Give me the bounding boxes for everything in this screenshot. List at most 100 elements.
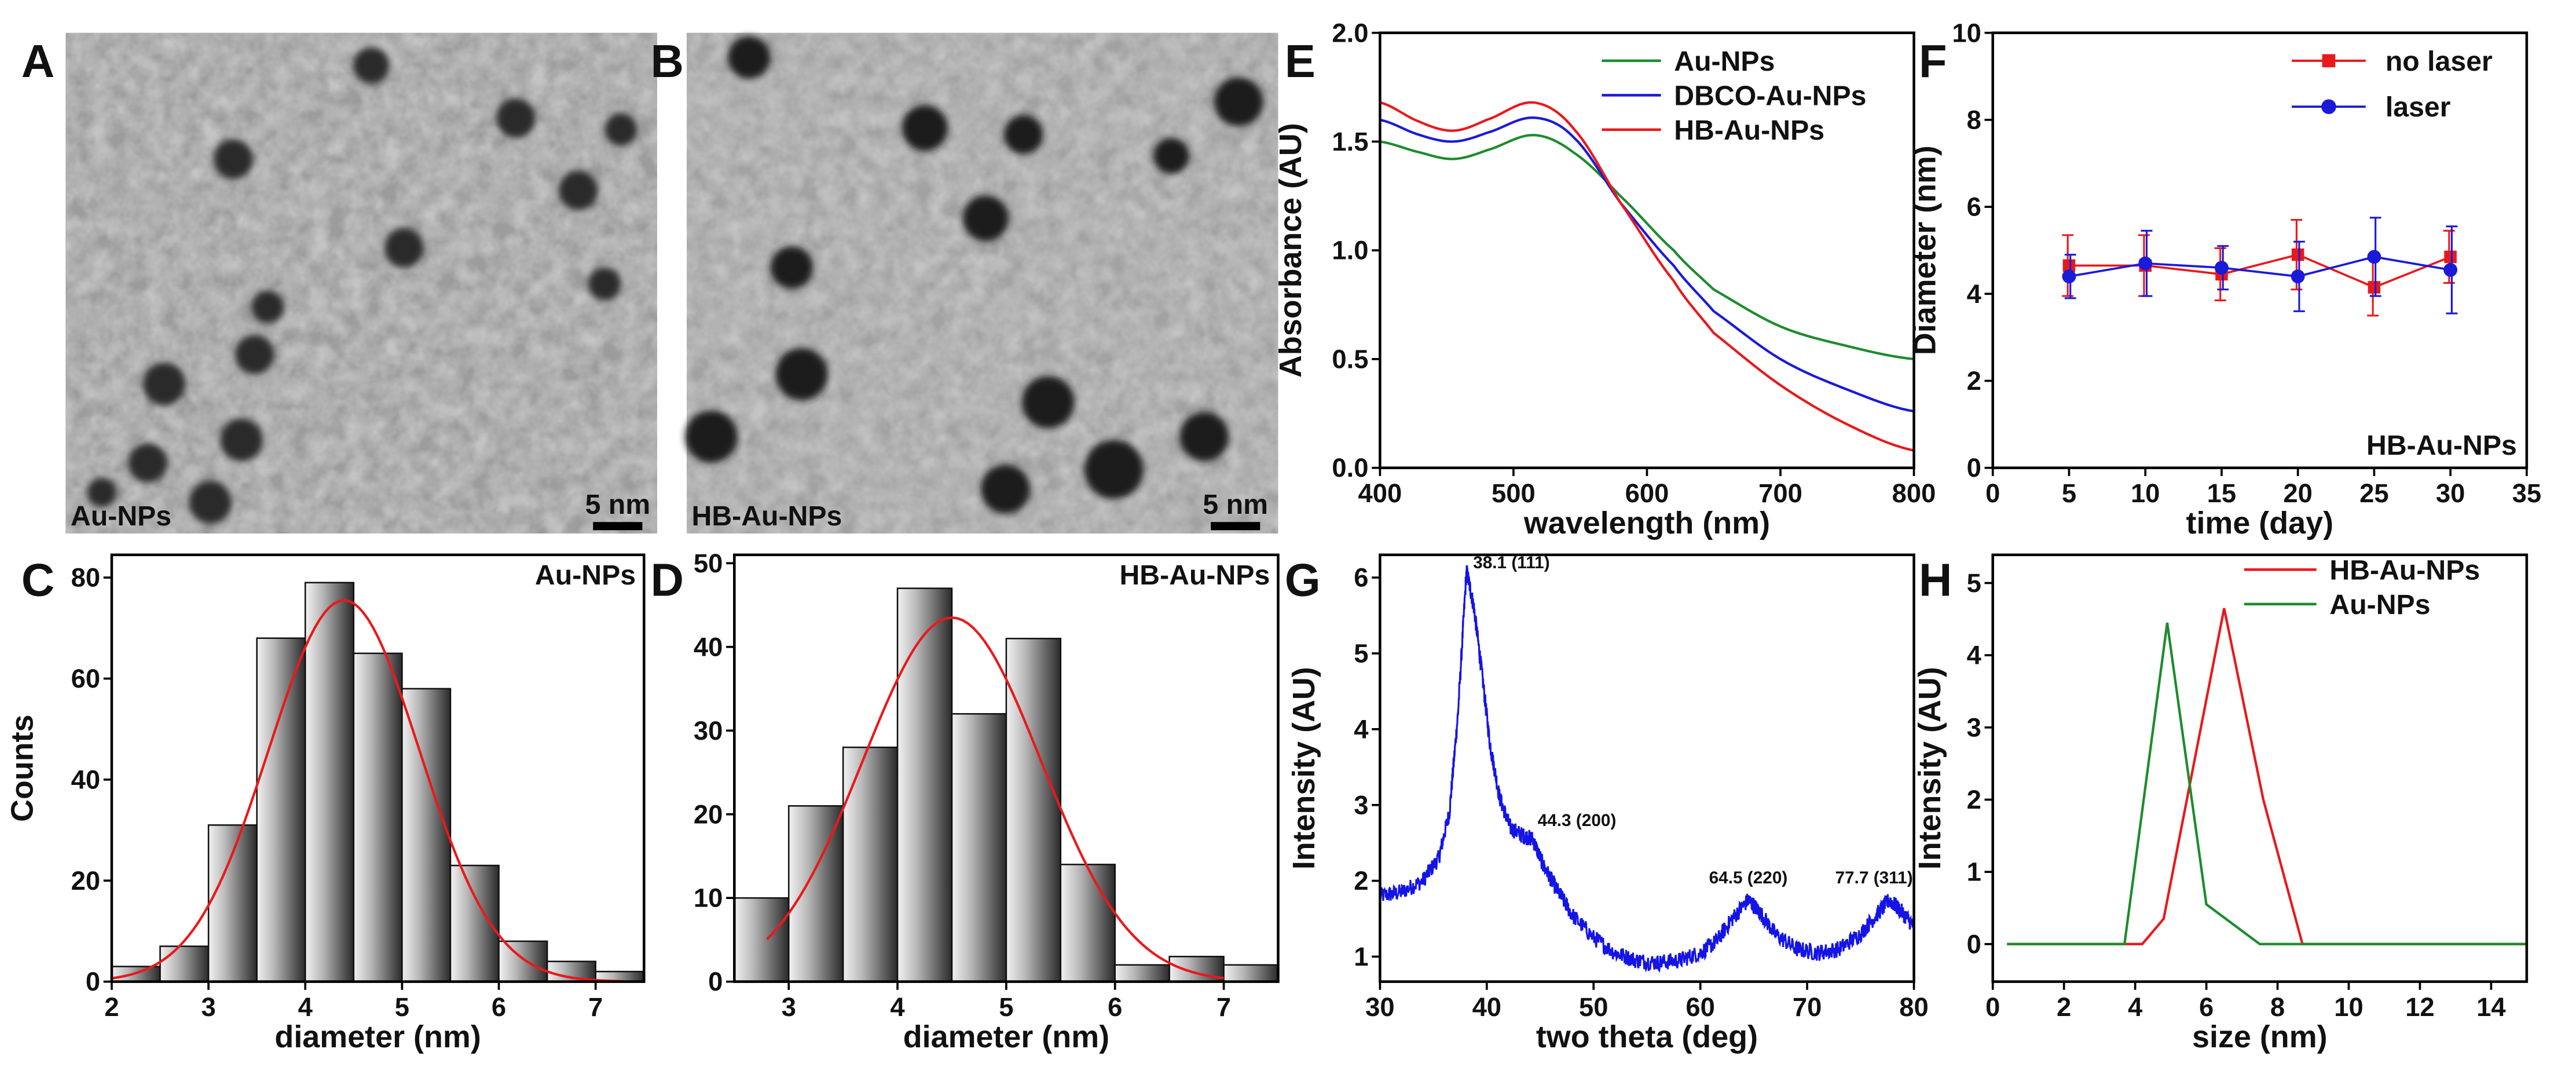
x-tick-label: 6 <box>492 992 506 1022</box>
nanoparticle <box>496 98 536 138</box>
x-tick-label: 600 <box>1625 478 1669 508</box>
y-tick-label: 20 <box>71 866 101 896</box>
series-line-hb-au-nps <box>1380 101 1914 452</box>
y-tick-label: 0 <box>1967 453 1981 483</box>
y-tick-label: 1.5 <box>1332 127 1368 156</box>
x-axis-label: two theta (deg) <box>1536 1020 1758 1054</box>
legend-label: DBCO-Au-NPs <box>1674 80 1866 111</box>
plot-frame <box>1379 553 1915 983</box>
x-axis-label: size (nm) <box>2192 1020 2328 1054</box>
x-tick-label: 0 <box>1985 992 2000 1022</box>
scale-bar-label-a: 5 nm <box>585 489 651 520</box>
histogram-bar <box>256 637 306 982</box>
x-tick-label: 14 <box>2476 992 2506 1022</box>
y-tick-label: 4 <box>1354 714 1368 744</box>
histogram-bar <box>353 652 403 982</box>
histogram-bar <box>734 897 790 982</box>
peak-annotation: 64.5 (220) <box>1709 868 1788 887</box>
nanoparticle <box>189 481 232 524</box>
y-tick-label: 0 <box>708 967 723 996</box>
nanoparticle <box>902 105 948 151</box>
data-point-square <box>2368 281 2381 294</box>
plot-frame <box>733 553 1280 983</box>
histogram-bar <box>896 587 953 982</box>
y-tick-label: 40 <box>694 632 723 662</box>
particles-a <box>87 47 637 524</box>
x-tick-label: 20 <box>2283 478 2313 508</box>
histogram-bar <box>304 582 355 982</box>
nanoparticle <box>588 267 621 301</box>
plot-frame <box>1991 553 2529 983</box>
y-tick-label: 1.0 <box>1332 236 1368 265</box>
tem-background-a <box>65 32 657 534</box>
y-tick-label: 10 <box>1952 18 1981 47</box>
y-tick-label: 3 <box>1354 790 1368 820</box>
nanoparticle <box>1084 440 1144 499</box>
panel-letter-c: C <box>21 554 54 606</box>
x-tick-label: 5 <box>395 992 409 1022</box>
x-tick-label: 60 <box>1685 992 1715 1022</box>
x-tick-label: 3 <box>201 992 215 1022</box>
y-tick-label: 5 <box>1967 568 1981 598</box>
y-tick-label: 3 <box>1967 712 1981 742</box>
y-tick-label: 2 <box>1967 366 1981 396</box>
tem-background-b <box>687 32 1278 534</box>
y-axis-label: Absorbance (AU) <box>1273 123 1308 378</box>
y-tick-label: 0 <box>86 967 100 996</box>
data-point-circle <box>2291 269 2305 284</box>
legend-marker-circle <box>2321 99 2336 114</box>
series-line-xrd <box>1380 565 1914 973</box>
tem-label-b: HB-Au-NPs <box>692 500 842 532</box>
nanoparticle <box>604 113 637 147</box>
nanoparticle <box>685 410 738 463</box>
histogram-bar <box>842 746 899 982</box>
x-axis-label: time (day) <box>2186 506 2334 540</box>
data-point-circle <box>2215 261 2229 275</box>
y-tick-label: 20 <box>694 799 723 829</box>
x-tick-label: 12 <box>2405 992 2435 1022</box>
peak-annotation: 44.3 (200) <box>1538 811 1617 830</box>
x-tick-label: 35 <box>2512 478 2542 508</box>
panel-letter-a: A <box>21 35 54 87</box>
x-tick-label: 15 <box>2207 478 2237 508</box>
panel-letter-h: H <box>1919 554 1952 606</box>
series-line-dbco-au-nps <box>1380 116 1914 413</box>
legend-label: Au-NPs <box>1674 46 1775 77</box>
plot-background <box>1992 554 2527 982</box>
y-tick-label: 4 <box>1967 279 1981 309</box>
y-axis-label: Intensity (AU) <box>1912 667 1947 869</box>
histogram-bar <box>1005 638 1062 982</box>
nanoparticle <box>980 464 1031 514</box>
legend-label: HB-Au-NPs <box>2329 554 2480 586</box>
x-tick-label: 700 <box>1758 478 1802 508</box>
data-point-circle <box>2367 250 2381 264</box>
plot-background <box>1380 32 1914 468</box>
plot-background <box>1380 554 1914 982</box>
y-tick-label: 1 <box>1354 942 1368 971</box>
chart-c-histogram: 2 3 4 5 6 7 0 20 40 60 80 diameter (nm) Counts Au-NPs <box>5 553 646 1054</box>
nanoparticle <box>1021 375 1075 429</box>
plot-frame <box>1991 31 2529 469</box>
data-point-square <box>2062 259 2076 272</box>
x-tick-label: 4 <box>298 992 313 1022</box>
nanoparticle <box>220 418 263 462</box>
nanoparticle <box>142 363 186 405</box>
nanoparticle <box>770 246 814 289</box>
legend-marker-square <box>2322 54 2336 68</box>
x-tick-label: 3 <box>782 992 796 1022</box>
y-tick-label: 2.0 <box>1332 18 1368 47</box>
nanoparticle <box>1214 77 1263 127</box>
nanoparticle <box>962 195 1009 242</box>
series-line-laser <box>2069 255 2451 278</box>
y-tick-label: 0.0 <box>1332 453 1368 483</box>
y-tick-label: 50 <box>694 549 723 578</box>
x-tick-label: 800 <box>1892 478 1936 508</box>
x-tick-label: 2 <box>104 992 119 1022</box>
x-tick-label: 7 <box>588 992 603 1022</box>
panel-letter-d: D <box>651 554 684 606</box>
data-point-circle <box>2062 269 2076 284</box>
chart-f-diameter-time: 0 5 10 15 20 25 30 35 0 2 4 6 8 10 time (day) Diameter … <box>1907 18 2541 540</box>
panel-letter-e: E <box>1285 35 1316 87</box>
